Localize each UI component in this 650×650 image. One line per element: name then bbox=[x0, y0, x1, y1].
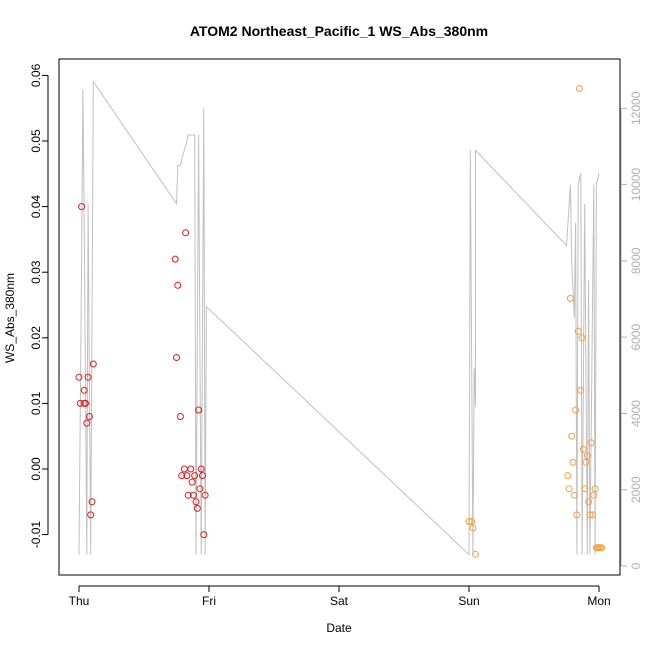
data-point bbox=[84, 373, 92, 381]
data-point bbox=[85, 413, 93, 420]
data-point bbox=[173, 354, 180, 361]
y-tick-label: -0.01 bbox=[29, 521, 43, 549]
data-point bbox=[184, 491, 192, 499]
data-point bbox=[183, 472, 191, 480]
data-point bbox=[583, 452, 591, 460]
data-point bbox=[76, 399, 84, 407]
secondary-y-axis: 0 2000 4000 6000 8000 10000 12000 bbox=[620, 91, 643, 569]
x-tick-label: Mon bbox=[587, 594, 610, 608]
secondary-series-line bbox=[78, 79, 600, 556]
data-point bbox=[587, 439, 595, 447]
data-point bbox=[82, 399, 89, 407]
data-point bbox=[78, 203, 86, 211]
x-tick-label: Sun bbox=[458, 594, 479, 608]
secondary-y-tick-label: 2000 bbox=[629, 476, 643, 503]
data-point bbox=[576, 85, 583, 92]
data-point bbox=[574, 327, 582, 335]
secondary-y-tick-label: 12000 bbox=[629, 91, 643, 125]
data-point bbox=[89, 360, 97, 368]
x-tick-label: Thu bbox=[69, 594, 90, 608]
data-point bbox=[193, 504, 201, 512]
y-axis: -0.01 0.00 0.01 0.02 0.03 0.04 0.05 0.06 bbox=[29, 63, 49, 549]
data-point bbox=[572, 406, 580, 414]
data-point bbox=[598, 544, 606, 552]
data-point bbox=[573, 511, 581, 519]
chart-title: ATOM2 Northeast_Pacific_1 WS_Abs_380nm bbox=[190, 23, 488, 39]
data-point bbox=[569, 458, 577, 466]
data-point bbox=[200, 531, 208, 539]
data-point bbox=[581, 485, 589, 493]
x-tick-label: Fri bbox=[202, 594, 216, 608]
data-point bbox=[570, 491, 578, 499]
y-tick-label: 0.00 bbox=[29, 457, 43, 481]
data-point bbox=[564, 472, 572, 480]
data-point bbox=[591, 485, 599, 493]
data-point bbox=[579, 445, 587, 453]
data-point bbox=[568, 432, 576, 440]
data-point bbox=[191, 472, 199, 480]
data-point bbox=[577, 386, 585, 394]
y-tick-label: 0.03 bbox=[29, 260, 43, 284]
data-point bbox=[80, 386, 88, 394]
data-point bbox=[88, 498, 96, 506]
y-tick-label: 0.06 bbox=[29, 63, 43, 87]
y-tick-label: 0.02 bbox=[29, 326, 43, 350]
data-point bbox=[196, 485, 204, 493]
data-point bbox=[189, 491, 197, 499]
data-point bbox=[199, 472, 206, 480]
data-point bbox=[565, 485, 573, 493]
y-tick-label: 0.04 bbox=[29, 195, 43, 219]
data-point bbox=[201, 491, 209, 499]
secondary-y-tick-label: 4000 bbox=[629, 400, 643, 427]
data-points-layer bbox=[75, 85, 606, 558]
secondary-y-tick-label: 0 bbox=[629, 562, 643, 569]
secondary-y-tick-label: 10000 bbox=[629, 168, 643, 202]
y-axis-label: WS_Abs_380nm bbox=[3, 273, 17, 363]
secondary-y-tick-label: 6000 bbox=[629, 324, 643, 351]
data-point bbox=[472, 550, 479, 558]
data-point bbox=[192, 498, 200, 506]
x-tick-label: Sat bbox=[330, 594, 349, 608]
data-point bbox=[590, 491, 598, 499]
data-point bbox=[197, 465, 205, 473]
data-point bbox=[578, 334, 586, 342]
data-point bbox=[188, 478, 196, 486]
data-point bbox=[465, 518, 473, 525]
plot-area-frame bbox=[58, 58, 621, 576]
y-tick-label: 0.05 bbox=[29, 129, 43, 153]
data-point bbox=[83, 419, 91, 427]
data-point bbox=[195, 406, 203, 414]
data-point bbox=[589, 511, 596, 519]
data-point bbox=[87, 511, 95, 519]
data-point bbox=[469, 524, 477, 532]
data-point bbox=[174, 281, 182, 289]
x-axis: Thu Fri Sat Sun Mon bbox=[69, 585, 611, 608]
data-point bbox=[566, 294, 574, 302]
data-point bbox=[187, 465, 195, 473]
y-tick-label: 0.01 bbox=[29, 391, 43, 415]
data-point bbox=[182, 229, 190, 237]
data-point bbox=[178, 472, 186, 480]
secondary-line-layer bbox=[78, 79, 600, 556]
data-point bbox=[171, 255, 179, 263]
data-point bbox=[176, 413, 184, 420]
data-point bbox=[586, 511, 594, 519]
data-point bbox=[468, 518, 476, 525]
secondary-y-tick-label: 8000 bbox=[629, 247, 643, 274]
x-axis-label: Date bbox=[326, 621, 352, 635]
data-point bbox=[75, 373, 83, 381]
data-point bbox=[585, 498, 593, 506]
data-point bbox=[582, 458, 590, 466]
